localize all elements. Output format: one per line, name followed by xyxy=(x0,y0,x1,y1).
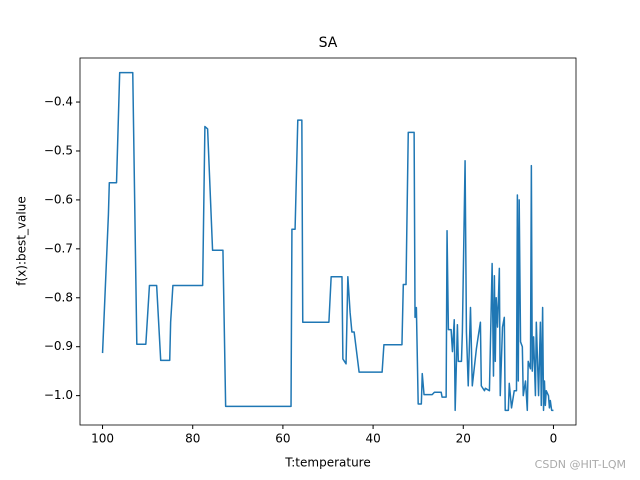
x-tick-label: 80 xyxy=(185,432,200,446)
watermark: CSDN @HIT-LQM xyxy=(535,458,626,471)
y-tick-label: −0.5 xyxy=(44,143,73,157)
data-line xyxy=(101,71,554,412)
y-axis-label: f(x):best_value xyxy=(15,196,29,285)
x-axis-label: T:temperature xyxy=(284,456,370,470)
y-tick-label: −1.0 xyxy=(44,388,73,402)
y-tick-label: −0.7 xyxy=(44,241,73,255)
y-tick-label: −0.4 xyxy=(44,95,73,109)
y-tick-label: −0.6 xyxy=(44,192,73,206)
x-tick-label: 20 xyxy=(456,432,471,446)
x-tick-label: 40 xyxy=(365,432,380,446)
x-tick-label: 60 xyxy=(275,432,290,446)
y-tick-label: −0.9 xyxy=(44,339,73,353)
x-tick-label: 0 xyxy=(550,432,558,446)
y-tick-label: −0.8 xyxy=(44,290,73,304)
x-tick-label: 100 xyxy=(91,432,114,446)
plot-frame xyxy=(79,57,577,426)
chart-title: SA xyxy=(319,35,338,51)
